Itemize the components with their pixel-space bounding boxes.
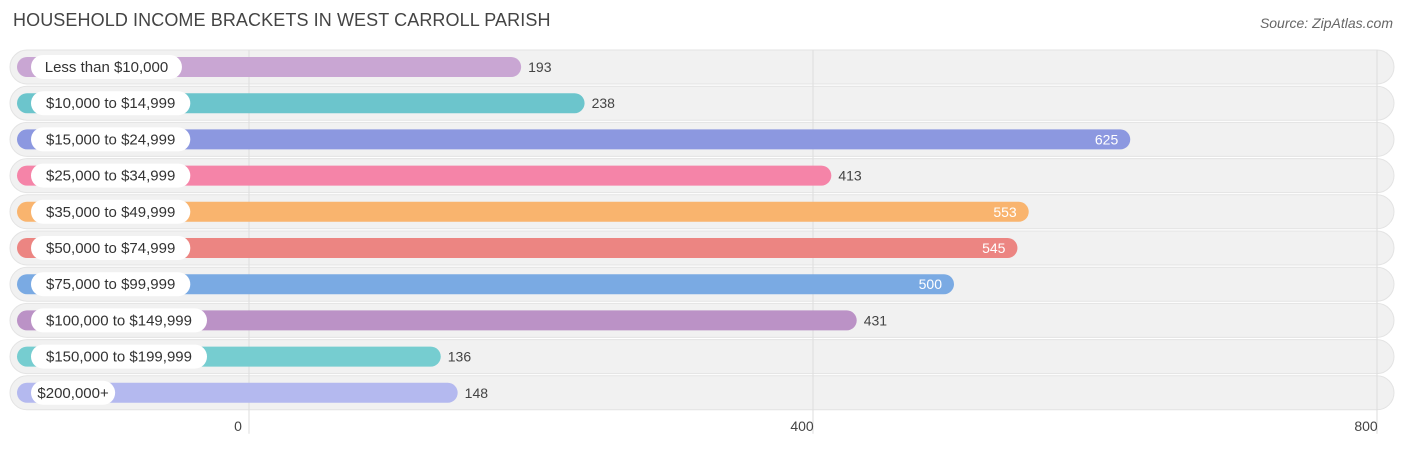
source-note: Source: ZipAtlas.com <box>1259 15 1393 31</box>
category-label: $35,000 to $49,999 <box>46 204 175 221</box>
category-pill <box>31 272 191 297</box>
value-label: 553 <box>993 204 1017 220</box>
category-pill <box>31 380 116 405</box>
category-label: $25,000 to $34,999 <box>46 168 175 185</box>
category-pill <box>31 127 191 152</box>
category-label: $200,000+ <box>37 385 109 402</box>
category-label: $50,000 to $74,999 <box>46 240 175 257</box>
bar[interactable] <box>17 201 1029 222</box>
bar[interactable] <box>17 129 1131 150</box>
bar[interactable] <box>17 274 954 295</box>
category-pill <box>31 55 182 79</box>
value-label: 545 <box>982 240 1006 256</box>
value-label: 431 <box>864 312 888 328</box>
category-label: Less than $10,000 <box>45 59 168 76</box>
value-label: 500 <box>919 276 943 292</box>
category-pill <box>31 236 191 260</box>
category-label: $100,000 to $149,999 <box>46 312 192 329</box>
category-label: $150,000 to $199,999 <box>46 349 192 366</box>
bar[interactable] <box>17 238 1018 258</box>
value-label: 238 <box>592 95 616 111</box>
bar[interactable] <box>17 382 458 403</box>
value-label: 625 <box>1095 131 1119 147</box>
chart-title: HOUSEHOLD INCOME BRACKETS IN WEST CARROL… <box>13 10 551 30</box>
category-pill <box>31 308 207 333</box>
category-label: $75,000 to $99,999 <box>46 276 175 293</box>
value-label: 148 <box>465 385 489 401</box>
tick-label: 0 <box>234 418 242 434</box>
category-pill <box>31 91 191 116</box>
x-axis-ticks: 0 400 800 <box>234 418 1378 434</box>
bars: Less than $10,000 193 $10,000 to $14,999 23… <box>17 55 1131 405</box>
category-pill <box>31 199 191 224</box>
tick-label: 800 <box>1354 418 1378 434</box>
category-label: $10,000 to $14,999 <box>46 95 175 112</box>
value-label: 136 <box>448 349 472 365</box>
category-pill <box>31 344 207 369</box>
bar[interactable] <box>17 165 832 186</box>
category-label: $15,000 to $24,999 <box>46 131 175 148</box>
value-label: 193 <box>528 59 552 75</box>
category-pill <box>31 163 191 188</box>
bar[interactable] <box>17 310 857 331</box>
value-label: 413 <box>838 168 862 184</box>
tick-label: 400 <box>790 418 814 434</box>
